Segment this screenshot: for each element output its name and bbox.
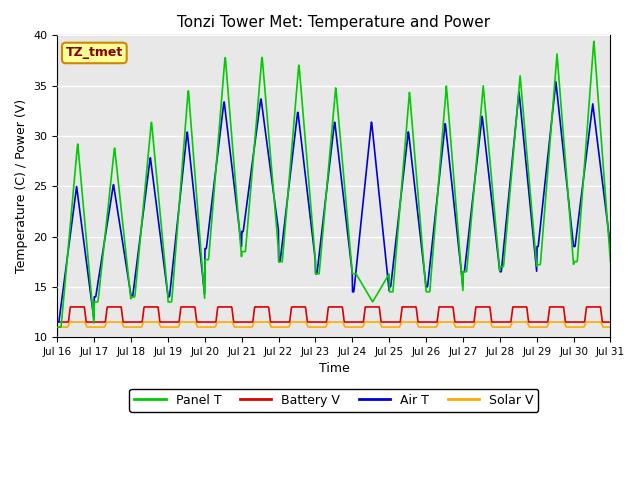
Legend: Panel T, Battery V, Air T, Solar V: Panel T, Battery V, Air T, Solar V	[129, 389, 538, 412]
Title: Tonzi Tower Met: Temperature and Power: Tonzi Tower Met: Temperature and Power	[177, 15, 490, 30]
Text: TZ_tmet: TZ_tmet	[66, 47, 123, 60]
Y-axis label: Temperature (C) / Power (V): Temperature (C) / Power (V)	[15, 99, 28, 273]
X-axis label: Time: Time	[319, 362, 349, 375]
